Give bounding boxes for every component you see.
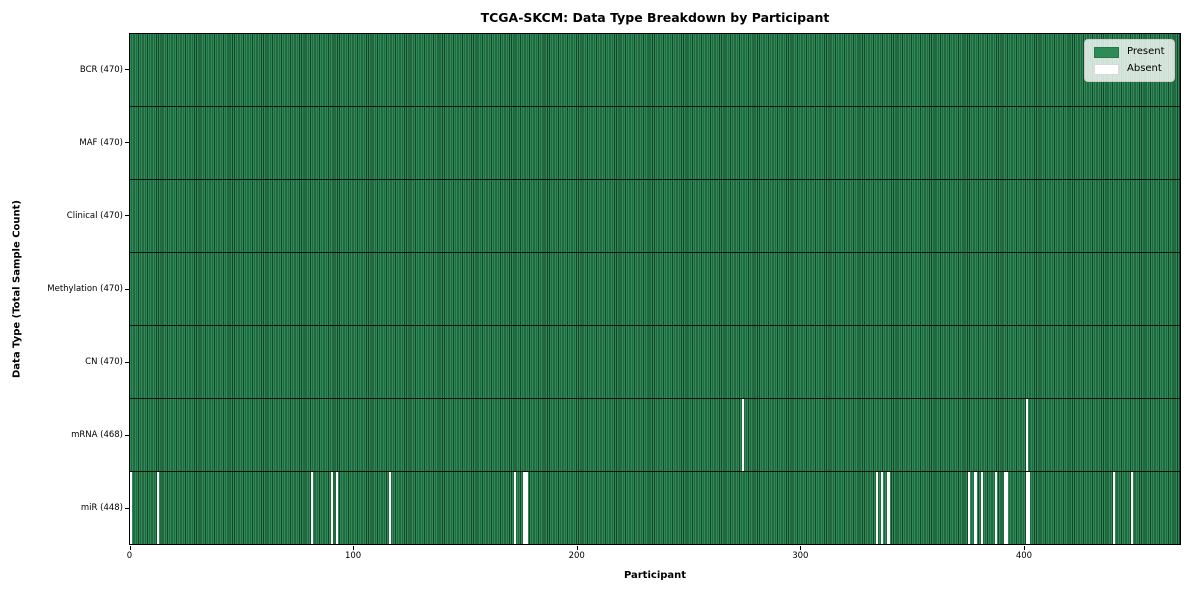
row-mir xyxy=(130,471,1180,544)
xtick-label-400: 400 xyxy=(1015,551,1033,561)
absent-mark xyxy=(876,472,879,544)
row-methylation xyxy=(130,252,1180,325)
ytick-mark xyxy=(125,69,129,71)
absent-mark xyxy=(514,472,517,544)
ytick-label-mrna: mRNA (468) xyxy=(71,430,123,441)
xtick-label-200: 200 xyxy=(568,551,585,561)
ytick-label-cn: CN (470) xyxy=(85,357,123,368)
legend-swatch-present xyxy=(1094,46,1119,58)
absent-mark xyxy=(880,472,883,544)
x-axis-label: Participant xyxy=(623,570,687,581)
absent-mark xyxy=(1025,399,1029,471)
ytick-mark xyxy=(125,361,129,363)
absent-mark xyxy=(1025,472,1029,544)
absent-mark xyxy=(967,472,970,544)
absent-mark xyxy=(1112,472,1116,544)
absent-mark xyxy=(523,472,526,544)
xtick-mark xyxy=(1023,546,1025,550)
absent-mark xyxy=(1005,472,1008,544)
ytick-mark xyxy=(125,215,129,217)
ytick-label-mir: miR (448) xyxy=(80,503,123,514)
absent-mark xyxy=(1130,472,1134,544)
legend-item-absent: Absent xyxy=(1094,63,1165,75)
xtick-label-300: 300 xyxy=(792,551,809,561)
absent-mark xyxy=(994,472,997,544)
ytick-label-bcr: BCR (470) xyxy=(79,64,123,75)
absent-mark xyxy=(974,472,977,544)
xtick-mark xyxy=(800,546,802,550)
absent-mark xyxy=(1028,472,1031,544)
ytick-mark xyxy=(125,142,129,144)
absent-mark xyxy=(331,472,334,544)
row-clinical xyxy=(130,179,1180,252)
xtick-label-100: 100 xyxy=(344,551,362,561)
y-axis-label: Data Type (Total Sample Count) xyxy=(11,199,23,379)
xtick-mark xyxy=(129,546,131,550)
absent-mark xyxy=(981,472,984,544)
xtick-mark xyxy=(353,546,355,550)
chart-title: TCGA-SKCM: Data Type Breakdown by Partic… xyxy=(480,10,830,25)
legend-label: Present xyxy=(1127,46,1165,57)
legend-swatch-absent xyxy=(1094,63,1119,75)
ytick-label-maf: MAF (470) xyxy=(79,137,123,148)
ytick-label-clinical: Clinical (470) xyxy=(66,210,123,221)
legend: Present Absent xyxy=(1084,39,1175,82)
absent-mark xyxy=(887,472,890,544)
row-bcr xyxy=(130,34,1180,106)
absent-mark xyxy=(525,472,528,544)
legend-label: Absent xyxy=(1127,63,1162,74)
row-cn xyxy=(130,325,1180,398)
absent-mark xyxy=(389,472,392,544)
ytick-mark xyxy=(125,434,129,436)
row-mrna xyxy=(130,398,1180,471)
row-maf xyxy=(130,106,1180,179)
absent-mark xyxy=(742,399,745,471)
xtick-mark xyxy=(576,546,578,550)
legend-item-present: Present xyxy=(1094,46,1165,58)
xtick-label-0: 0 xyxy=(126,551,133,561)
ytick-mark xyxy=(125,288,129,290)
plot-area xyxy=(129,33,1181,545)
absent-mark xyxy=(1003,472,1006,544)
ytick-label-methylation: Methylation (470) xyxy=(47,284,123,294)
absent-mark xyxy=(335,472,338,544)
ytick-mark xyxy=(125,507,129,509)
absent-mark xyxy=(156,472,160,544)
absent-mark xyxy=(130,472,133,544)
absent-mark xyxy=(310,472,314,544)
